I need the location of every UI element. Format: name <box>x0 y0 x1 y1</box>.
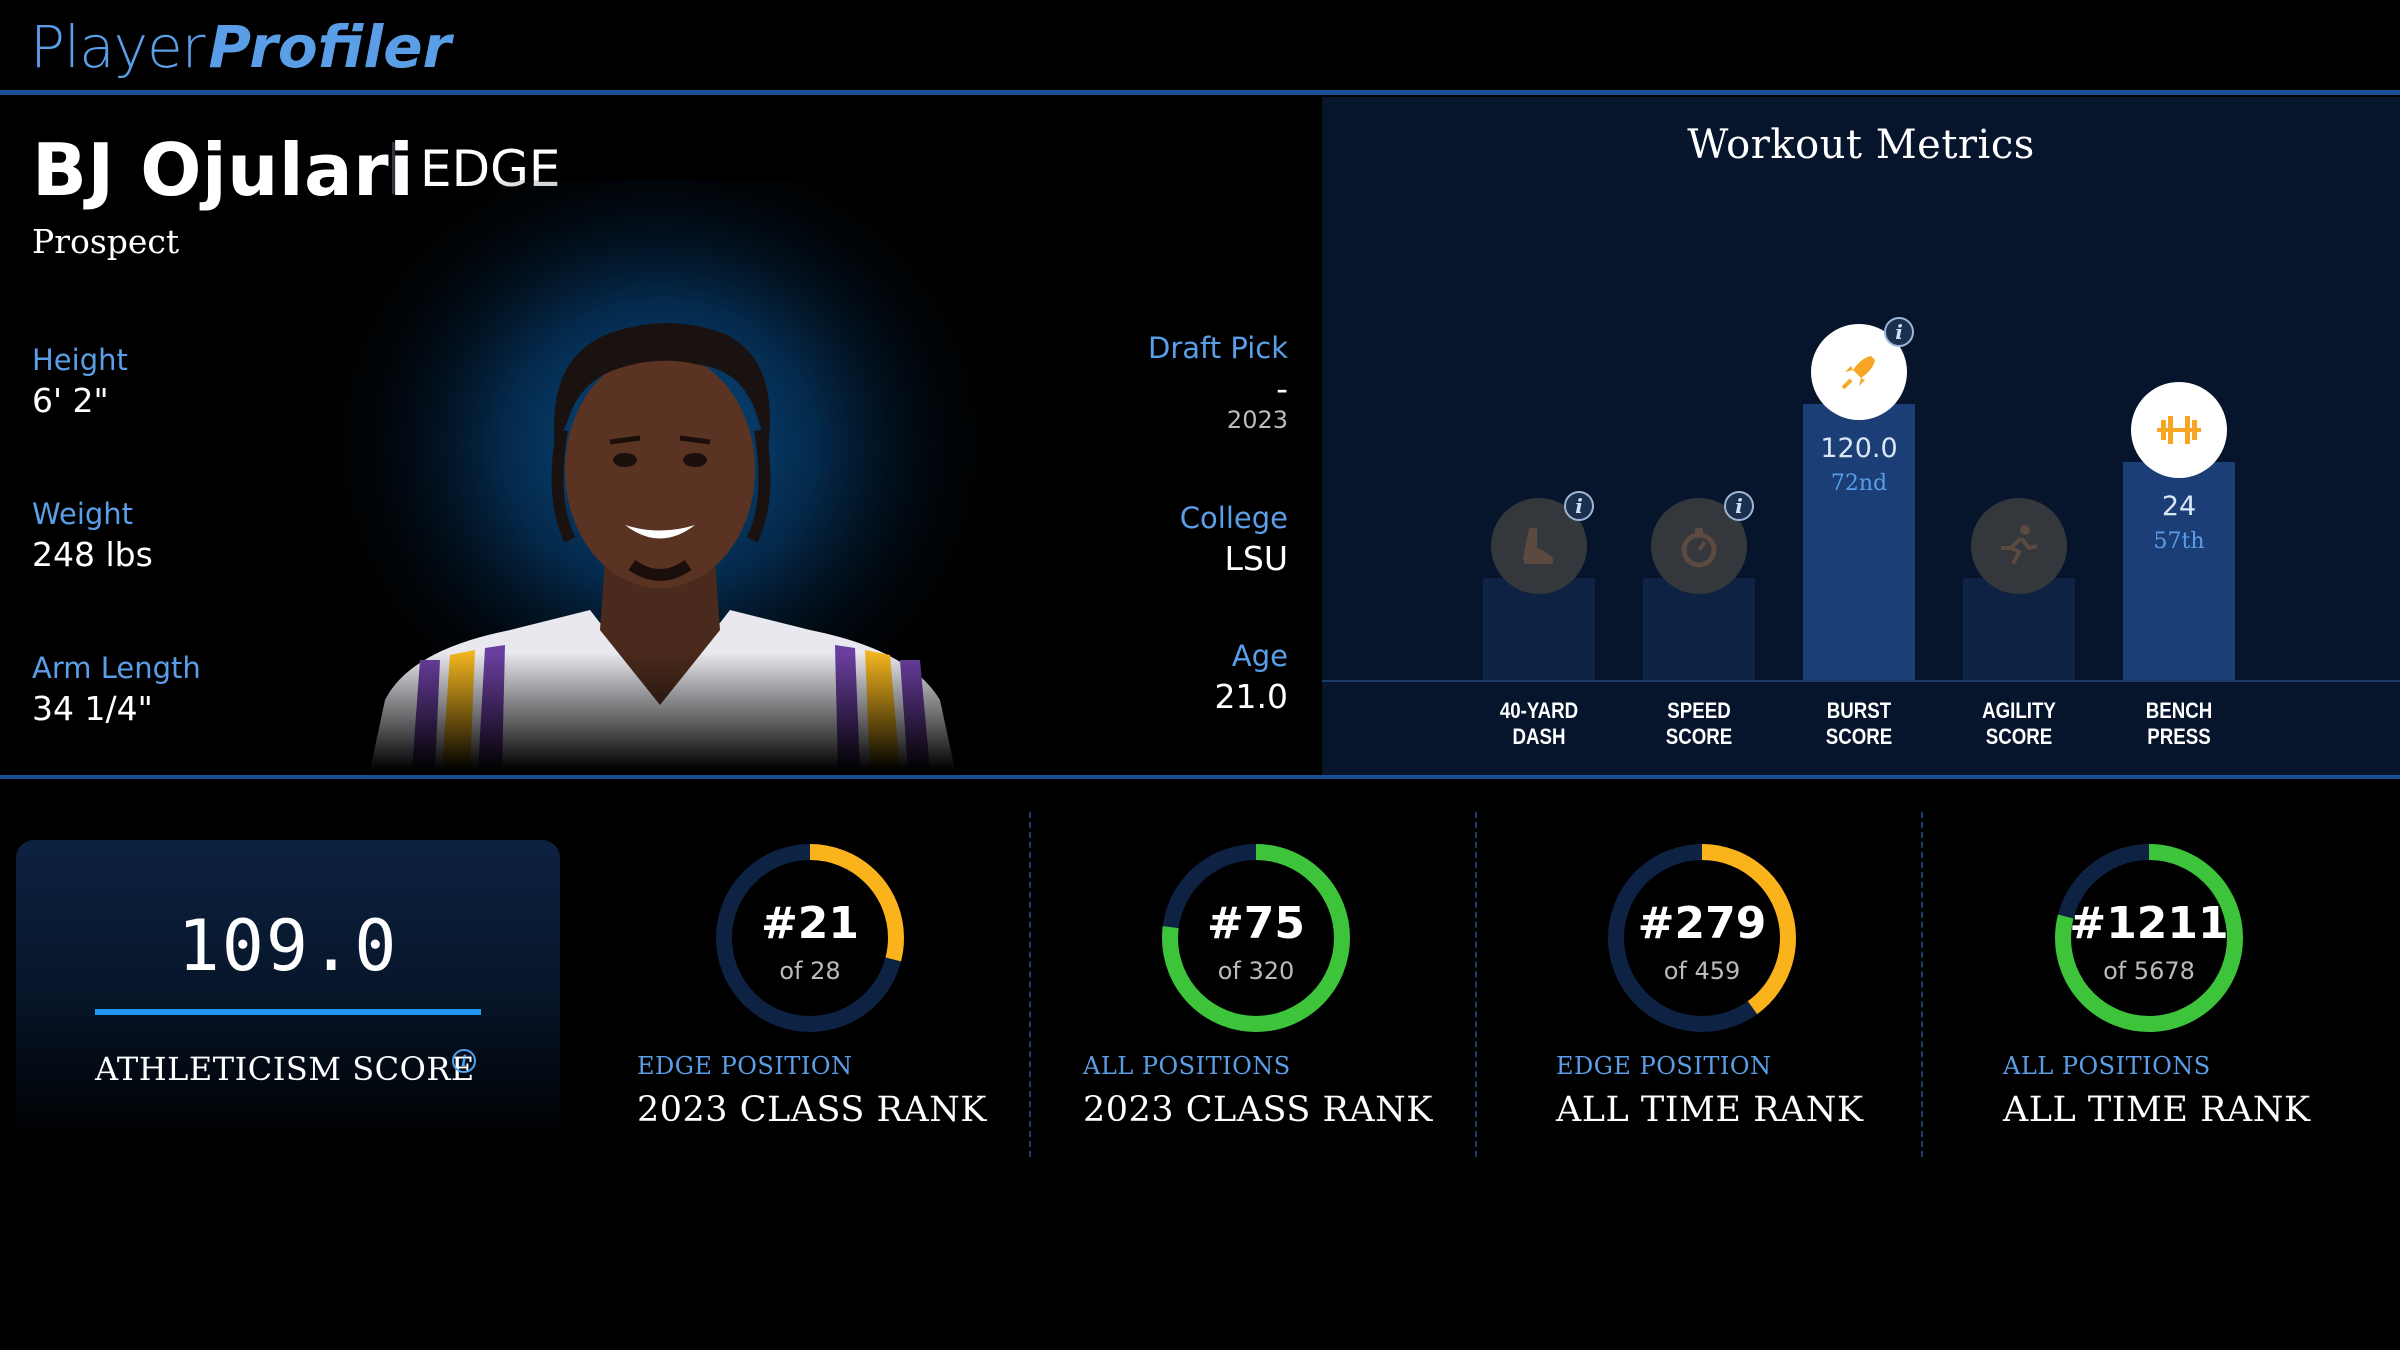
workout-metrics-title: Workout Metrics <box>1687 122 2035 168</box>
edge-alltime-rank-number: #279 <box>1637 898 1767 949</box>
edge-alltime-rank-subtitle: EDGE POSITION <box>1556 1052 1772 1080</box>
edge-alltime-rank-ring-progress <box>1608 844 1796 1032</box>
stopwatch-icon <box>1681 528 1717 568</box>
age-value: 21.0 <box>1214 677 1288 716</box>
site-logo[interactable]: PlayerProfiler <box>30 12 451 82</box>
all-alltime-rank-ring <box>2055 844 2243 1032</box>
edge-class-rank-ring-progress <box>716 844 904 1032</box>
weight-label: Weight <box>32 497 134 531</box>
all-alltime-rank-ring-progress <box>2055 844 2243 1032</box>
athleticism-score-card <box>16 840 560 1140</box>
section-divider <box>0 775 2400 779</box>
height-value: 6' 2" <box>32 381 109 420</box>
name-separator <box>392 142 395 194</box>
metric-bench-press-badge[interactable] <box>2131 382 2227 478</box>
metric-bench-press-value: 24 <box>2161 491 2197 522</box>
draft-year: 2023 <box>1226 406 1288 434</box>
header-divider <box>0 90 2400 95</box>
player-status: Prospect <box>32 222 180 261</box>
metric-40-yard-dash-label: 40-YARD DASH <box>1499 698 1579 749</box>
all-alltime-rank-number: #1211 <box>2069 898 2229 949</box>
rank-divider-3 <box>1921 812 1923 1157</box>
athleticism-score-value: 109.0 <box>177 905 399 987</box>
metric-bench-press-rank: 57th <box>2153 529 2205 554</box>
metric-speed-score-info-icon[interactable]: i <box>1724 491 1754 521</box>
bar-burst-score <box>1803 404 1915 680</box>
metric-burst-score-info-icon[interactable]: i <box>1884 317 1914 347</box>
barbell-icon <box>2157 416 2201 444</box>
all-alltime-rank-subtitle: ALL POSITIONS <box>2003 1052 2211 1080</box>
bar-bench-press <box>2123 462 2235 680</box>
athleticism-score-underline <box>95 1009 481 1015</box>
shoe-icon <box>1523 528 1553 564</box>
college-label: College <box>1179 501 1288 535</box>
metric-agility-score-badge[interactable] <box>1971 498 2067 594</box>
edge-class-rank-number: #21 <box>760 898 860 949</box>
edge-alltime-rank-ring <box>1608 844 1796 1032</box>
edge-class-rank-ring <box>716 844 904 1032</box>
metric-burst-score-rank: 72nd <box>1830 471 1888 496</box>
logo-text-player: Player <box>30 13 205 81</box>
all-alltime-rank-title: ALL TIME RANK <box>2003 1090 2311 1130</box>
metric-agility-score-label: AGILITY SCORE <box>1982 698 2056 749</box>
arm-length-label: Arm Length <box>32 651 201 685</box>
metric-bench-press-label: BENCH PRESS <box>2145 698 2213 749</box>
arm-length-value: 34 1/4" <box>32 689 153 728</box>
all-alltime-rank-of: of 5678 <box>2103 957 2195 985</box>
all-class-rank-ring-progress <box>1162 844 1350 1032</box>
all-class-rank-number: #75 <box>1206 898 1306 949</box>
metric-burst-score-value: 120.0 <box>1820 433 1898 464</box>
draft-pick-value: - <box>1276 369 1288 408</box>
edge-alltime-rank-of: of 459 <box>1663 957 1741 985</box>
edge-class-rank-title: 2023 CLASS RANK <box>637 1090 987 1130</box>
height-label: Height <box>32 343 128 377</box>
all-class-rank-of: of 320 <box>1217 957 1295 985</box>
draft-pick-label: Draft Pick <box>1148 331 1288 365</box>
rank-divider-1 <box>1029 812 1031 1157</box>
rank-divider-2 <box>1475 812 1477 1157</box>
all-class-rank-ring <box>1162 844 1350 1032</box>
player-photo <box>340 180 980 770</box>
metric-speed-score-label: SPEED SCORE <box>1665 698 1733 749</box>
logo-text-profiler: Profiler <box>208 13 452 81</box>
athleticism-info-icon[interactable]: i <box>452 1049 476 1073</box>
edge-alltime-rank-title: ALL TIME RANK <box>1556 1090 1864 1130</box>
metric-burst-score-label: BURST SCORE <box>1825 698 1893 749</box>
college-value: LSU <box>1224 539 1289 578</box>
weight-value: 248 lbs <box>32 535 153 574</box>
rocket-icon <box>1841 356 1875 390</box>
edge-class-rank-of: of 28 <box>779 957 841 985</box>
age-label: Age <box>1231 639 1288 673</box>
bars-baseline <box>1322 680 2400 682</box>
all-class-rank-title: 2023 CLASS RANK <box>1083 1090 1433 1130</box>
athleticism-score-label: ATHLETICISM SCORE <box>95 1050 475 1088</box>
runner-icon <box>2001 525 2038 565</box>
edge-class-rank-subtitle: EDGE POSITION <box>637 1052 853 1080</box>
metric-40-yard-dash-info-icon[interactable]: i <box>1564 491 1594 521</box>
bar-speed-score <box>1643 578 1755 680</box>
all-class-rank-subtitle: ALL POSITIONS <box>1083 1052 1291 1080</box>
bar-40-yard-dash <box>1483 578 1595 680</box>
bar-agility-score <box>1963 578 2075 680</box>
